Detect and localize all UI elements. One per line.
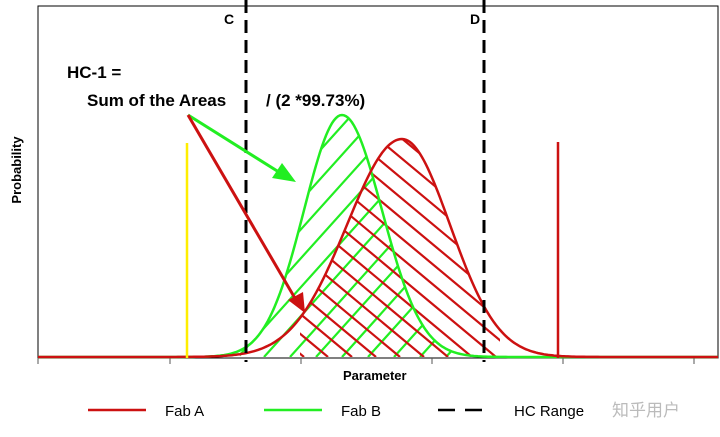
hatch-line <box>300 139 401 357</box>
legend: Fab A Fab B HC Range <box>88 403 584 420</box>
limit-label-c: C <box>224 11 234 27</box>
legend-fab-a-label: Fab A <box>165 403 204 420</box>
annotation-formula-right: / (2 *99.73%) <box>266 91 365 110</box>
plot-frame <box>37 5 719 359</box>
hatch-line <box>472 57 720 357</box>
legend-fab-b-label: Fab B <box>341 403 381 420</box>
hatch-line <box>471 139 500 357</box>
limit-label-d: D <box>470 11 480 27</box>
hatch-line <box>351 139 500 357</box>
hatch-line <box>300 139 425 357</box>
y-axis-label: Probability <box>9 136 24 204</box>
hatch-line <box>423 139 500 357</box>
green-arrow <box>187 113 296 182</box>
red-arrow <box>186 114 305 313</box>
hatch-line <box>447 139 500 357</box>
hatch-line <box>300 139 500 357</box>
hatch-line <box>341 115 460 357</box>
hatch-line <box>300 139 500 357</box>
watermark: 知乎用户 <box>612 401 680 420</box>
fab-b-curve <box>38 113 718 359</box>
hatch-line <box>367 115 460 357</box>
hatch-line <box>240 115 460 357</box>
fab-a-curve <box>38 137 718 359</box>
annotation-formula-left: Sum of the Areas <box>87 91 226 110</box>
x-axis-label: Parameter <box>343 368 407 383</box>
hatch-line <box>300 139 449 357</box>
hatch-line <box>240 115 457 357</box>
annotation-title: HC-1 = <box>67 63 121 82</box>
hatch-line <box>399 139 500 357</box>
hatch-line <box>300 139 377 357</box>
hatch-line <box>300 139 500 357</box>
hatch-line <box>495 139 500 357</box>
hatch-line <box>419 115 460 357</box>
hatch-line <box>520 57 720 357</box>
hatch-line <box>375 139 500 357</box>
x-axis-ticks <box>37 358 695 364</box>
legend-hc-range-label: HC Range <box>514 403 584 420</box>
